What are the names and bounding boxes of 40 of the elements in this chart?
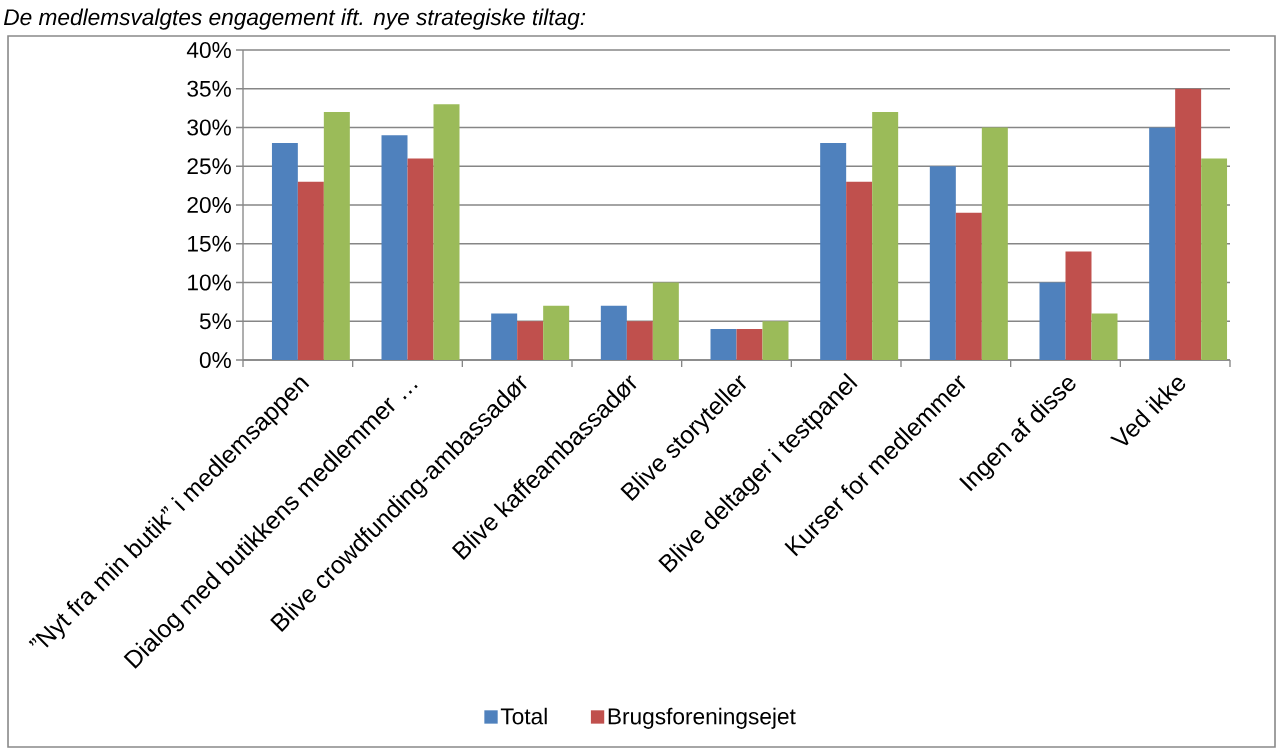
- bar: [1201, 158, 1228, 360]
- bar: [433, 104, 460, 360]
- bar: [1175, 88, 1202, 360]
- y-tick-label: 40%: [186, 41, 231, 59]
- x-tick-label: Ved ikke: [1109, 377, 1186, 446]
- bar: [1091, 313, 1118, 360]
- bar: [652, 282, 679, 360]
- legend-label: Brugsforeningsejet: [608, 707, 796, 729]
- y-tick-label: 25%: [187, 158, 231, 175]
- y-tick-label: 20%: [187, 196, 231, 214]
- bar: [981, 127, 1008, 360]
- bar: [297, 181, 324, 360]
- bar: [543, 305, 570, 360]
- bar: [929, 166, 956, 360]
- bar: [872, 112, 899, 360]
- bar: [820, 143, 847, 360]
- legend-label: Total: [500, 707, 547, 725]
- bar: [762, 321, 789, 360]
- bar: [1065, 251, 1092, 360]
- bar: [1149, 127, 1176, 360]
- bar: [323, 112, 350, 360]
- bar: [736, 328, 763, 360]
- bar: [491, 313, 518, 360]
- bar: [626, 321, 653, 360]
- y-tick-label: 35%: [187, 80, 231, 97]
- bar: [271, 143, 298, 360]
- bar: [846, 181, 873, 360]
- bar: [955, 212, 982, 360]
- bar: [381, 135, 408, 360]
- bar: [517, 321, 544, 360]
- bar: [710, 328, 737, 360]
- y-tick-label: 10%: [188, 274, 231, 291]
- bar: [1039, 282, 1066, 360]
- y-tick-label: 5%: [199, 313, 231, 330]
- y-tick-label: 15%: [188, 235, 231, 252]
- y-tick-label: 30%: [187, 119, 231, 136]
- chart-title: De medlemsvalgtes engagement ift. nye strategiske tiltag:: [3, 8, 586, 30]
- bar: [407, 158, 434, 360]
- bar: [600, 305, 627, 360]
- y-tick-label: 0%: [199, 351, 231, 369]
